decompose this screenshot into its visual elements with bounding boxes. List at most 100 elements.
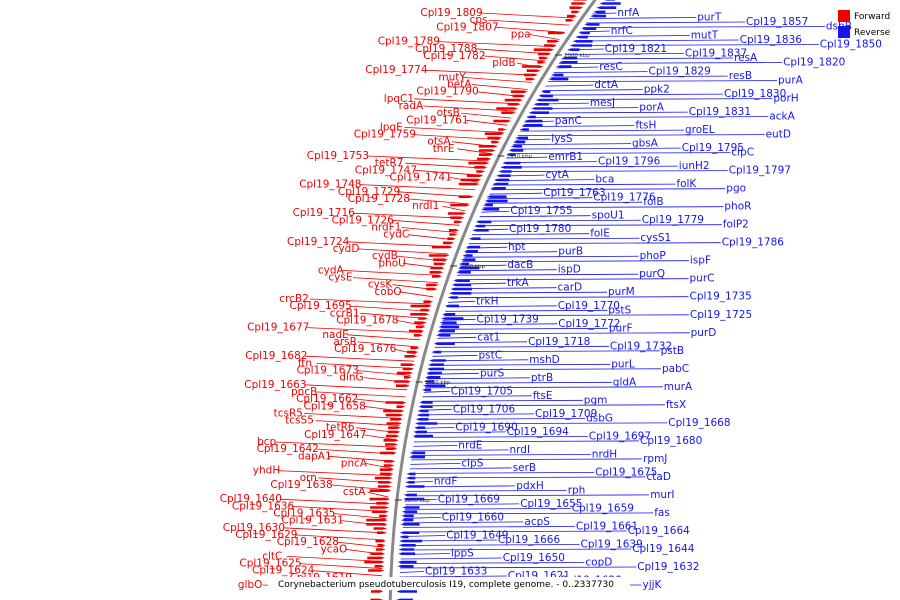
reverse-gene-label: carD	[558, 282, 583, 294]
forward-gene-label: Cpl19_1809	[420, 7, 482, 19]
reverse-leader-line	[570, 44, 819, 46]
reverse-gene-arrow	[399, 539, 423, 543]
reverse-gene-arrow	[506, 153, 516, 156]
forward-leader-line	[413, 134, 500, 140]
reverse-gene-arrow	[464, 250, 478, 253]
reverse-gene-label: ptrB	[531, 372, 553, 384]
reverse-gene-label: murI	[650, 489, 674, 501]
reverse-leader-line	[561, 57, 734, 60]
reverse-gene-arrow	[486, 195, 507, 198]
reverse-gene-label: fas	[654, 507, 670, 519]
reverse-gene-label: Cpl19_1735	[690, 291, 752, 303]
forward-gene-arrow	[394, 380, 411, 383]
reverse-gene-label: Cpl19_1796	[598, 156, 661, 168]
reverse-gene-label: Cpl19_1780	[509, 223, 571, 235]
reverse-gene-arrow	[457, 266, 480, 270]
forward-gene-arrow	[375, 548, 386, 551]
forward-gene-arrow	[370, 506, 390, 509]
forward-gene-label: Cpl19_1640	[220, 493, 282, 505]
forward-leader-line	[356, 370, 411, 376]
reverse-gene-label: Cpl19_1820	[783, 57, 845, 69]
reverse-leader-line	[487, 197, 593, 200]
reverse-leader-line	[409, 467, 512, 470]
reverse-leader-line	[465, 251, 558, 254]
reverse-gene-arrow	[596, 6, 617, 9]
reverse-gene-label: mesJ	[590, 97, 615, 109]
forward-gene-arrow	[538, 56, 549, 60]
reverse-gene-arrow	[519, 128, 529, 131]
reverse-gene-label: pdxH	[516, 480, 543, 492]
forward-gene-arrow	[547, 40, 560, 43]
reverse-gene-label: resC	[599, 61, 622, 73]
position-tick-label: 2000 kbp	[564, 53, 590, 59]
forward-gene-arrow	[388, 426, 402, 429]
reverse-gene-label: dctA	[594, 79, 619, 91]
forward-gene-arrow	[379, 472, 394, 476]
forward-gene-arrow	[378, 481, 393, 484]
reverse-gene-label: Cpl19_1857	[746, 16, 808, 28]
reverse-leader-line	[506, 156, 548, 159]
genome-caption: Corynebacterium pseudotuberculosis I19, …	[278, 580, 614, 590]
reverse-leader-line	[475, 224, 722, 227]
forward-gene-label: Cpl19_1625	[239, 558, 301, 570]
forward-gene-arrow	[493, 119, 512, 123]
reverse-gene-arrow	[531, 107, 553, 110]
reverse-gene-arrow	[556, 65, 572, 68]
reverse-leader-line	[455, 278, 689, 281]
reverse-gene-arrow	[402, 506, 420, 509]
reverse-gene-label: lysS	[551, 133, 573, 145]
forward-gene-arrow	[450, 203, 470, 207]
reverse-leader-line	[400, 562, 585, 564]
forward-gene-label: Cpl19_1630	[223, 522, 285, 534]
forward-gene-label: Cpl19_1788	[415, 43, 477, 55]
reverse-leader-line	[424, 386, 663, 389]
reverse-leader-line	[461, 260, 689, 263]
reverse-gene-arrow	[413, 430, 427, 434]
reverse-gene-label: purB	[558, 246, 583, 258]
reverse-gene-label: Cpl19_1649	[446, 530, 508, 542]
reverse-leader-line	[472, 233, 590, 236]
reverse-gene-label: ctaD	[647, 471, 671, 483]
reverse-leader-line	[550, 75, 728, 78]
reverse-gene-arrow	[436, 334, 451, 337]
reverse-gene-label: Cpl19_1632	[637, 561, 699, 573]
reverse-gene-label: Cpl19_1779	[642, 214, 704, 226]
reverse-leader-line	[483, 206, 724, 209]
forward-gene-arrow	[368, 569, 385, 572]
reverse-leader-line	[439, 327, 608, 330]
forward-gene-arrow	[376, 531, 387, 534]
forward-gene-arrow	[413, 334, 424, 337]
forward-gene-arrow	[404, 355, 418, 358]
forward-gene-label: nrdF1	[371, 222, 401, 234]
reverse-leader-line	[493, 183, 676, 186]
forward-gene-label: Cpl19_1638	[270, 479, 332, 491]
forward-gene-arrow	[567, 14, 578, 18]
forward-leader-line	[401, 227, 457, 233]
forward-gene-arrow	[366, 518, 388, 522]
reverse-leader-line	[592, 12, 617, 15]
reverse-gene-label: pstC	[479, 349, 503, 361]
reverse-leader-line	[428, 368, 662, 371]
forward-leader-line	[466, 119, 508, 126]
forward-gene-arrow	[383, 439, 399, 442]
forward-gene-label: arsR	[333, 336, 357, 348]
reverse-gene-label: resA	[734, 52, 758, 64]
forward-gene-label: Cpl19_1759	[354, 129, 416, 141]
reverse-gene-label: Cpl19_1770	[558, 300, 620, 312]
reverse-gene-label: purL	[611, 358, 635, 370]
reverse-strand-features	[396, 0, 621, 600]
forward-gene-arrow	[379, 514, 389, 518]
reverse-gene-arrow	[590, 14, 606, 18]
reverse-gene-label: ftsX	[666, 399, 686, 411]
reverse-gene-labels: nrfApurTCpl19_1857dsbBnrfCmutTCpl19_1836…	[425, 7, 882, 591]
forward-gene-label: lpqE	[380, 121, 403, 133]
forward-leader-line	[315, 420, 400, 426]
reverse-gene-arrow	[492, 182, 509, 186]
reverse-leader-line	[399, 571, 425, 573]
forward-leader-line	[357, 248, 449, 255]
reverse-gene-arrow	[403, 497, 425, 501]
forward-gene-arrow	[410, 313, 430, 316]
reverse-leader-line	[402, 530, 627, 533]
forward-gene-arrow	[400, 363, 416, 366]
